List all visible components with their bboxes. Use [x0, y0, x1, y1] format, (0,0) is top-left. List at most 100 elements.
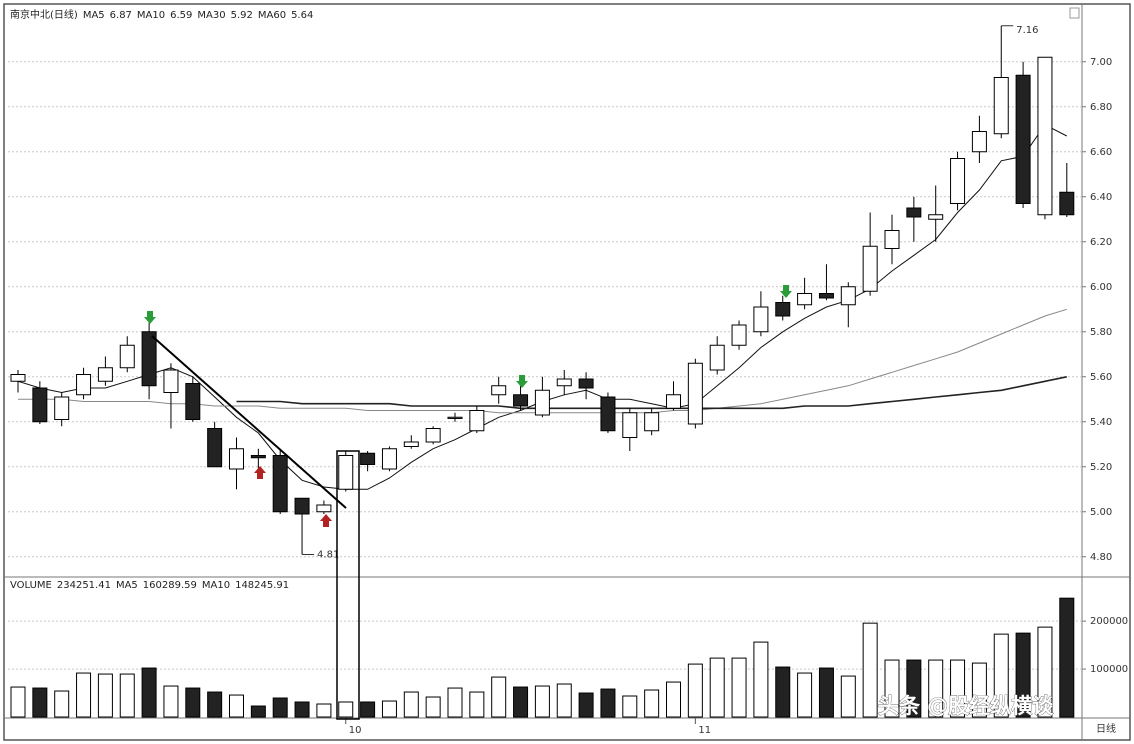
volume-bar: [578, 692, 594, 718]
candle-body: [534, 389, 550, 416]
y-tick-label: 200000: [1090, 616, 1128, 627]
trend-line: [151, 335, 347, 509]
candle-body: [54, 396, 70, 420]
volume-bar: [622, 695, 638, 718]
y-tick-label: 100000: [1090, 664, 1128, 675]
header-text: 6.87: [110, 10, 132, 21]
arrow-down: [516, 375, 528, 388]
x-tick-label: 11: [698, 725, 711, 736]
candle-body: [119, 344, 135, 369]
volume-bar: [163, 685, 179, 718]
candle-body: [775, 302, 791, 317]
candle-body: [906, 207, 922, 218]
candle-body: [971, 131, 987, 153]
volume-bar: [32, 687, 48, 718]
candle-body: [950, 158, 966, 204]
volume-bar: [294, 701, 310, 718]
y-tick-label: 5.40: [1090, 417, 1112, 428]
candle-body: [666, 394, 681, 409]
buy-sell-arrows: [144, 285, 792, 527]
volume-bar: [1059, 597, 1075, 718]
arrow-up: [320, 514, 332, 527]
annotation: 4.81: [317, 550, 339, 561]
candle-body: [578, 378, 594, 389]
candle-body: [797, 293, 813, 306]
candle-body: [556, 378, 572, 387]
candle-body: [360, 452, 376, 465]
y-tick-label: 6.60: [1090, 147, 1112, 158]
volume-bar: [775, 666, 791, 718]
candle-body: [709, 344, 725, 371]
volume-bar: [797, 672, 813, 718]
y-tick-label: 7.00: [1090, 57, 1112, 68]
y-tick-label: 5.80: [1090, 327, 1112, 338]
volume-bar: [906, 659, 922, 718]
volume-bar: [54, 690, 70, 718]
x-tick-label: 10: [349, 725, 362, 736]
volume-bar: [993, 633, 1009, 718]
candle-body: [10, 374, 26, 382]
candle-body: [229, 448, 244, 470]
candle-body: [381, 448, 397, 470]
volume-bar: [425, 696, 441, 718]
candle-body: [884, 230, 900, 249]
volume-bar: [556, 683, 572, 718]
annotation: 7.16: [1016, 25, 1038, 36]
volume-bar: [381, 700, 397, 718]
arrow-up: [254, 466, 266, 479]
candle-body: [185, 383, 201, 420]
volume-bar: [469, 691, 485, 718]
corner-label: 日线: [1096, 722, 1116, 735]
candle-body: [818, 293, 834, 299]
volume-bar: [491, 676, 507, 718]
volume-bar: [360, 701, 376, 718]
volume-bar: [862, 622, 878, 718]
candle-body: [840, 286, 856, 306]
volume-bar: [316, 703, 332, 718]
candle-body: [207, 428, 223, 468]
volume-bar: [600, 688, 616, 718]
candle-body: [513, 394, 529, 407]
volume-bar: [207, 691, 223, 718]
header-text: MA30: [197, 10, 225, 21]
volume-bar: [840, 675, 856, 718]
candle-body: [753, 306, 769, 333]
header-text: MA5: [116, 580, 138, 591]
candle-body: [1015, 74, 1031, 204]
candle-body: [862, 245, 878, 292]
volume-bar: [928, 659, 944, 718]
candle-body: [338, 455, 354, 490]
y-tick-label: 6.40: [1090, 192, 1112, 203]
candle-body: [76, 374, 92, 396]
volume-bar: [534, 685, 550, 718]
y-tick-label: 6.00: [1090, 282, 1112, 293]
volume-bar: [731, 657, 747, 718]
volume-bar: [687, 663, 703, 718]
volume-bar: [141, 667, 157, 718]
candle-body: [250, 455, 266, 459]
candle-body: [141, 331, 157, 387]
header-text: 南京中北(日线): [10, 8, 78, 21]
header-text: MA60: [258, 10, 286, 21]
candle-body: [491, 385, 507, 396]
candle-body: [1037, 56, 1053, 216]
volume-bar: [971, 662, 987, 718]
volume-bar: [185, 687, 201, 718]
candle-body: [32, 387, 48, 423]
volume-bar: [818, 667, 834, 718]
watermark: 头条 @股经纵横谈: [878, 694, 1054, 718]
volume-bar: [76, 672, 92, 718]
candle-body: [97, 367, 113, 382]
candle-body: [163, 369, 179, 393]
volume-bar: [447, 687, 463, 718]
volume-bar: [229, 694, 244, 718]
y-tick-label: 6.20: [1090, 237, 1112, 248]
volume-bar: [513, 686, 529, 718]
volume-bar: [753, 641, 769, 718]
volume-bar: [338, 701, 354, 718]
header-text: 160289.59: [143, 580, 197, 591]
plot: 4.80 5.00 5.20 5.40 5.60 5.80 6.00 6.20 6.40 6.60…: [8, 8, 1128, 736]
volume-bar: [950, 659, 966, 718]
arrow-down: [144, 311, 156, 324]
